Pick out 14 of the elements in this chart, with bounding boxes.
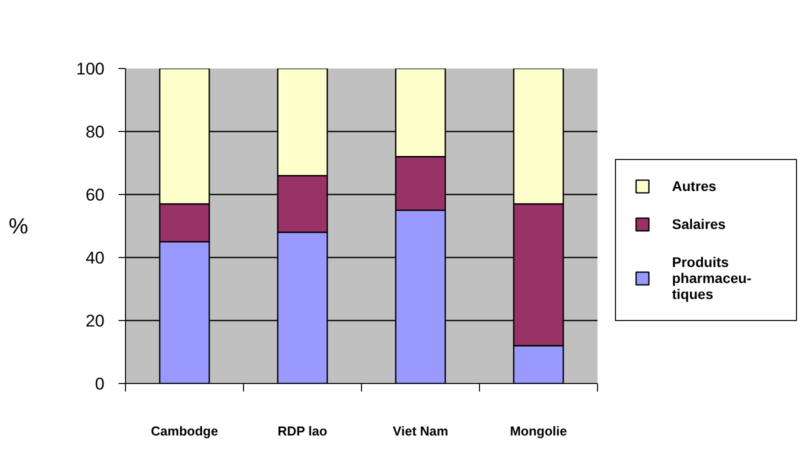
x-tick-label: Mongolie: [510, 424, 568, 438]
x-tick-label: RDP lao: [278, 424, 328, 438]
legend-label: Produits pharmaceu-tiques: [672, 254, 752, 302]
y-tick-label: 80: [86, 122, 105, 142]
x-tick-label: Cambodge: [150, 424, 218, 438]
y-tick-label: 0: [95, 374, 105, 394]
y-tick-label: 40: [86, 248, 105, 268]
y-axis-title: %: [8, 214, 28, 238]
x-tick-label: Viet Nam: [392, 424, 448, 438]
y-tick-label: 20: [86, 312, 105, 330]
y-tick-label: 60: [86, 186, 105, 204]
legend-label: Autres: [672, 178, 718, 194]
legend-label: Salaires: [672, 216, 727, 232]
y-tick-label: 100: [76, 60, 105, 78]
